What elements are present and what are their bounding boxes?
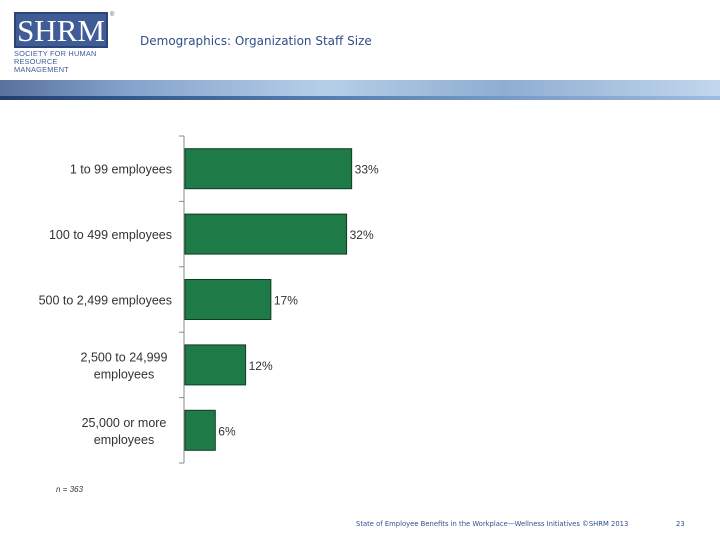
category-tick-label: 25,000 or more employees: [82, 416, 167, 447]
data-label: 33%: [355, 163, 379, 177]
logo-tagline-line-1: SOCIETY FOR HUMAN: [14, 49, 97, 58]
page-number: 23: [676, 520, 685, 528]
registered-mark: ®: [110, 12, 115, 18]
category-tick-label-line: 500 to 2,499 employees: [39, 294, 172, 308]
logo-tagline: SOCIETY FOR HUMAN RESOURCE MANAGEMENT: [14, 50, 114, 74]
category-tick-label-line: 25,000 or more: [82, 416, 167, 430]
category-tick-label-line: 1 to 99 employees: [70, 163, 172, 177]
data-label: 6%: [218, 424, 236, 438]
category-tick-label-line: employees: [94, 433, 154, 447]
category-tick-label: 100 to 499 employees: [49, 228, 172, 242]
bar: [184, 213, 348, 255]
logo-tagline-line-2: RESOURCE MANAGEMENT: [14, 57, 69, 74]
category-tick-label: 500 to 2,499 employees: [39, 294, 172, 308]
data-label: 17%: [274, 294, 298, 308]
data-label: 12%: [249, 359, 273, 373]
footer-source: State of Employee Benefits in the Workpl…: [356, 520, 629, 528]
category-tick-label-line: 2,500 to 24,999: [81, 350, 168, 364]
category-tick-label-line: 100 to 499 employees: [49, 228, 172, 242]
bar: [184, 279, 272, 320]
slide-title: Demographics: Organization Staff Size: [140, 34, 372, 48]
category-tick-label: 2,500 to 24,999 employees: [81, 350, 168, 381]
bar: [184, 148, 353, 190]
header-band: [0, 80, 720, 100]
category-tick-label: 1 to 99 employees: [70, 163, 172, 177]
sample-size-note: n = 363: [56, 485, 83, 494]
bar: [184, 344, 247, 386]
logo-mark: SHRM: [14, 12, 108, 48]
bar: [184, 409, 216, 451]
shrm-logo: SHRM ® SOCIETY FOR HUMAN RESOURCE MANAGE…: [14, 12, 114, 74]
category-tick-label-line: employees: [94, 367, 154, 381]
header-band-stripe: [0, 96, 720, 100]
data-label: 32%: [350, 228, 374, 242]
